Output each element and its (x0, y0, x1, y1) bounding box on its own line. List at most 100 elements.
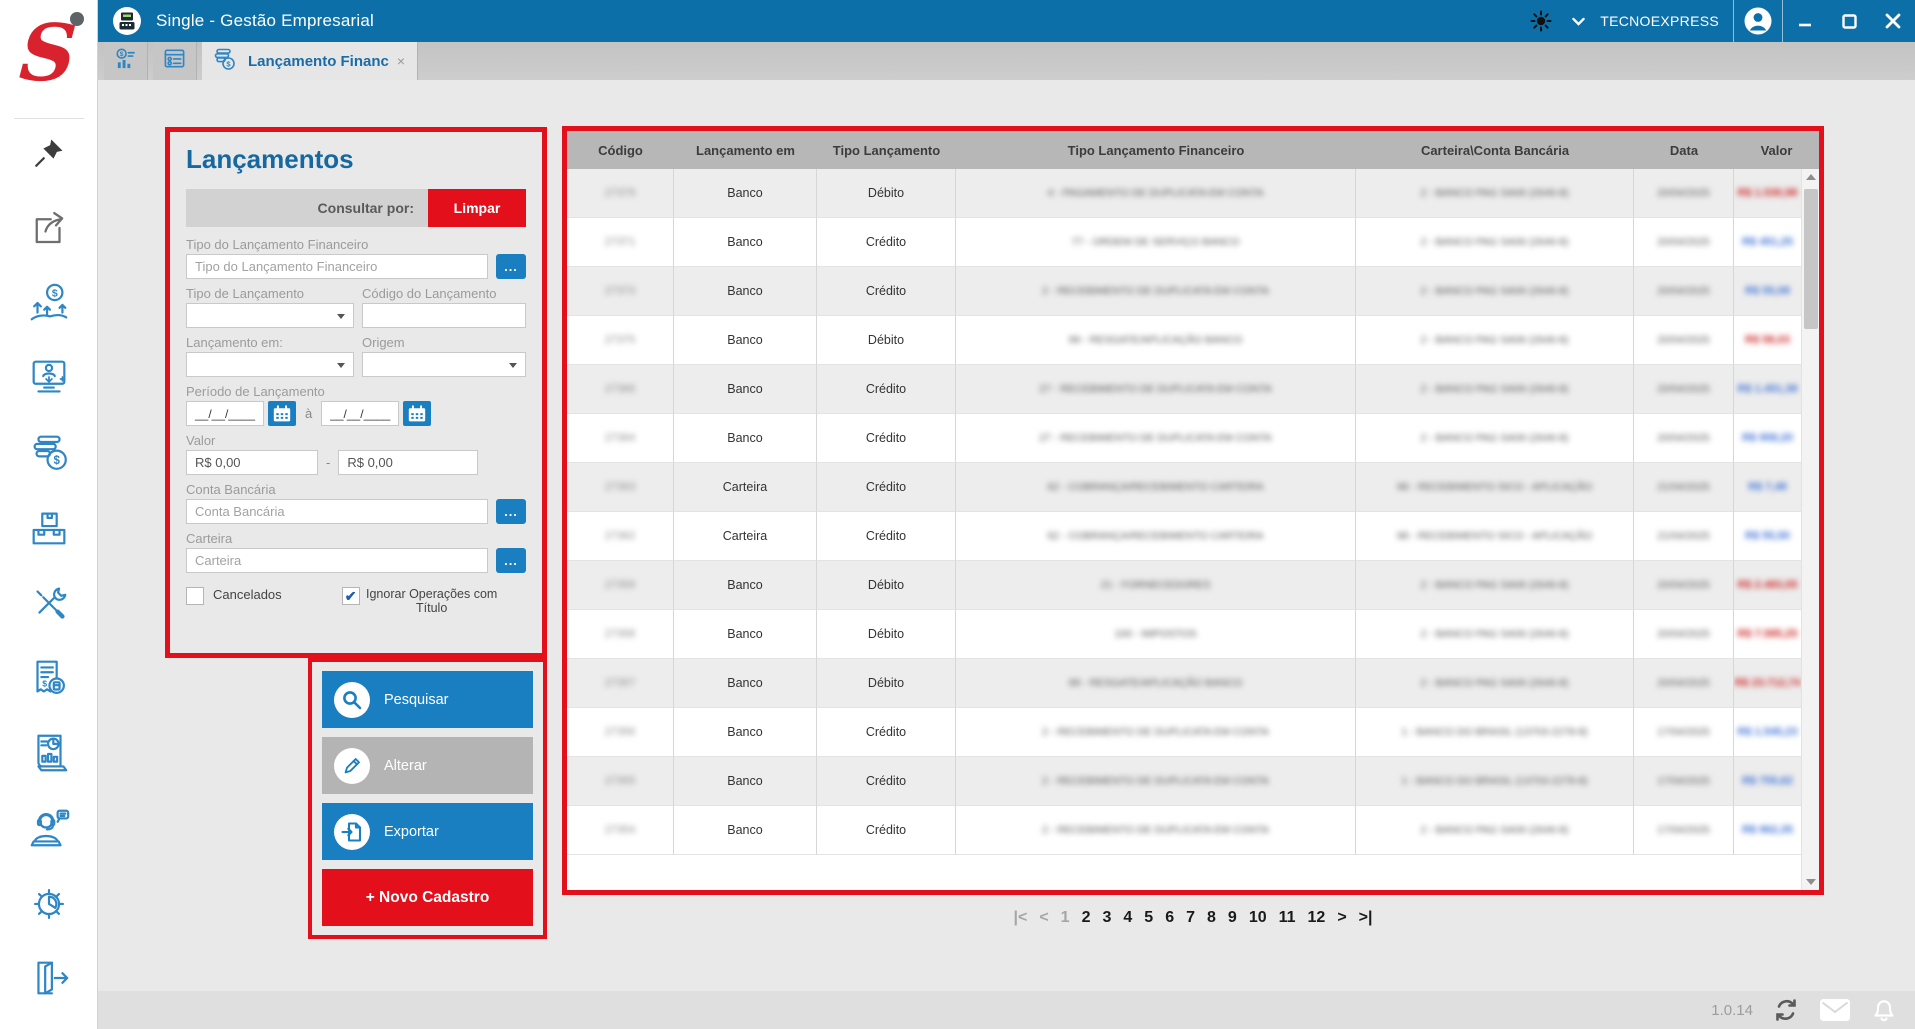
alterar-button[interactable]: Alterar (322, 737, 533, 794)
cell-data: 20/04/2025 (1634, 316, 1734, 365)
chevron-down-icon[interactable] (1561, 0, 1596, 42)
page-button[interactable]: 7 (1186, 909, 1195, 926)
close-button[interactable] (1871, 0, 1915, 42)
page-button[interactable]: 2 (1081, 909, 1091, 926)
periodo-fim-input[interactable] (321, 401, 400, 426)
table-row[interactable]: 27363 Carteira Crédito 62 - COBRANÇA/RECEBI… (567, 463, 1801, 512)
vertical-scrollbar[interactable] (1801, 169, 1819, 890)
calendar-icon[interactable] (403, 401, 432, 426)
cell-tipo-lancamento: Crédito (817, 512, 956, 561)
table-row[interactable]: 27356 Banco Crédito 2 - RECEBIMENTO DE DUPL… (567, 708, 1801, 757)
carteira-input[interactable] (186, 548, 488, 573)
tipo-financeiro-input[interactable] (186, 254, 488, 279)
cell-tipo-financeiro: 27 - RECEBIMENTO DE DUPLICATA EM CONTA (956, 414, 1356, 463)
conta-bancaria-browse-button[interactable]: ... (496, 499, 526, 524)
column-header[interactable]: Código (598, 142, 643, 158)
exportar-button[interactable]: Exportar (322, 803, 533, 860)
page-button[interactable]: 11 (1278, 909, 1296, 926)
column-header[interactable]: Valor (1760, 142, 1793, 158)
refresh-icon[interactable] (1773, 997, 1799, 1023)
tab-close-icon[interactable]: × (396, 53, 406, 69)
column-header[interactable]: Tipo Lançamento (832, 142, 941, 158)
column-header[interactable]: Data (1669, 142, 1699, 158)
pesquisar-button[interactable]: Pesquisar (322, 671, 533, 728)
minimize-button[interactable] (1783, 0, 1827, 42)
carteira-browse-button[interactable]: ... (496, 548, 526, 573)
tipo-financeiro-browse-button[interactable]: ... (496, 254, 526, 279)
table-row[interactable]: 27375 Banco Débito 99 - RESGATE/APLICAÇÃO B… (567, 316, 1801, 365)
inventory-icon[interactable] (23, 504, 75, 552)
valor-ate-input[interactable] (338, 450, 479, 475)
table-row[interactable]: 27355 Banco Crédito 2 - RECEBIMENTO DE DUPL… (567, 757, 1801, 806)
calendar-icon[interactable] (268, 401, 296, 426)
lancamento-em-select[interactable] (186, 352, 354, 377)
page-button[interactable]: 4 (1123, 909, 1133, 926)
cell-codigo: 27357 (567, 659, 674, 708)
user-avatar[interactable] (1734, 0, 1782, 42)
page-button[interactable]: 12 (1307, 909, 1326, 926)
ignorar-operacoes-checkbox[interactable]: ✔ (341, 587, 360, 605)
origem-select[interactable] (362, 352, 526, 377)
tipo-lancamento-select[interactable] (186, 303, 354, 328)
column-header[interactable]: Tipo Lançamento Financeiro (1067, 142, 1245, 158)
page-button[interactable]: < (1039, 909, 1049, 926)
theme-toggle-icon[interactable] (1521, 0, 1561, 42)
table-row[interactable]: 27357 Banco Débito 99 - RESGATE/APLICAÇÃO B… (567, 659, 1801, 708)
computer-user-icon[interactable] (23, 354, 75, 402)
table-row[interactable]: 27354 Banco Crédito 2 - RECEBIMENTO DE DUPL… (567, 806, 1801, 855)
sidebar-divider (13, 118, 84, 119)
support-icon[interactable] (23, 804, 75, 852)
periodo-inicio-input[interactable] (186, 401, 264, 426)
cell-tipo-lancamento: Débito (817, 610, 956, 659)
scrollbar-thumb[interactable] (1804, 189, 1818, 329)
page-button[interactable]: 6 (1165, 909, 1175, 926)
page-button[interactable]: |< (1013, 909, 1028, 926)
scroll-down-icon[interactable] (1802, 874, 1820, 890)
page-button[interactable]: 5 (1144, 909, 1154, 926)
logout-icon[interactable] (23, 954, 75, 1002)
codigo-lancamento-input[interactable] (362, 303, 526, 328)
table-row[interactable]: 27358 Banco Débito 100 - IMPOSTOS 2 - BANCO … (567, 610, 1801, 659)
pencil-icon (334, 747, 370, 784)
tools-icon[interactable] (23, 579, 75, 627)
cancelados-checkbox[interactable] (186, 587, 204, 605)
action-button-label: Exportar (384, 823, 439, 840)
table-row[interactable]: 27379 Banco Débito 4 - PAGAMENTO DE DUPLICA… (567, 169, 1801, 218)
page-button[interactable]: 8 (1207, 909, 1216, 926)
scroll-up-icon[interactable] (1802, 169, 1820, 185)
column-header[interactable]: Lançamento em (696, 142, 795, 158)
cell-codigo: 27379 (567, 169, 674, 218)
coins-money-icon[interactable]: $ (23, 429, 75, 477)
novo-cadastro-button[interactable]: + Novo Cadastro (322, 869, 533, 926)
tab-financeiro-resumo[interactable]: $ (104, 42, 148, 80)
share-icon[interactable] (23, 204, 75, 252)
page-button[interactable]: > (1337, 909, 1347, 926)
page-button[interactable]: 10 (1248, 909, 1267, 926)
table-row[interactable]: 27373 Banco Crédito 2 - RECEBIMENTO DE DUPL… (567, 267, 1801, 316)
page-button[interactable]: >| (1358, 909, 1373, 926)
table-row[interactable]: 27364 Banco Crédito 27 - RECEBIMENTO DE DUP… (567, 414, 1801, 463)
maximize-button[interactable] (1827, 0, 1871, 42)
report-icon[interactable] (23, 729, 75, 777)
limpar-button[interactable]: Limpar (428, 189, 526, 227)
table-row[interactable]: 27371 Banco Crédito 77 - ORDEM DE SERVIÇO B… (567, 218, 1801, 267)
valor-de-input[interactable] (186, 450, 318, 475)
page-button[interactable]: 3 (1102, 909, 1112, 926)
table-row[interactable]: 27366 Banco Crédito 27 - RECEBIMENTO DE DUP… (567, 365, 1801, 414)
money-growth-icon[interactable]: $ (23, 279, 75, 327)
page-button[interactable]: 1 (1060, 909, 1070, 926)
table-row[interactable]: 27362 Carteira Crédito 62 - COBRANÇA/RECEBI… (567, 512, 1801, 561)
settings-icon[interactable] (23, 879, 75, 927)
conta-bancaria-input[interactable] (186, 499, 488, 524)
tab-lancamento-financeiro[interactable]: $ Lançamento Financ × (202, 42, 419, 80)
invoice-icon[interactable]: $ (23, 654, 75, 702)
page-button[interactable]: 9 (1227, 909, 1237, 926)
table-row[interactable]: 27359 Banco Débito 21 - FORNECEDORES 2 - BAN… (567, 561, 1801, 610)
column-header[interactable]: Carteira\Conta Bancária (1420, 142, 1570, 158)
cell-data: 20/04/2025 (1634, 610, 1734, 659)
mail-icon[interactable] (1819, 998, 1851, 1022)
pin-icon[interactable] (23, 129, 75, 177)
tab-cadastros-lista[interactable] (153, 42, 197, 80)
cell-carteira-conta: 2 - BANCO PAG SA06 (2646-8) (1356, 561, 1634, 610)
bell-icon[interactable] (1871, 997, 1897, 1023)
